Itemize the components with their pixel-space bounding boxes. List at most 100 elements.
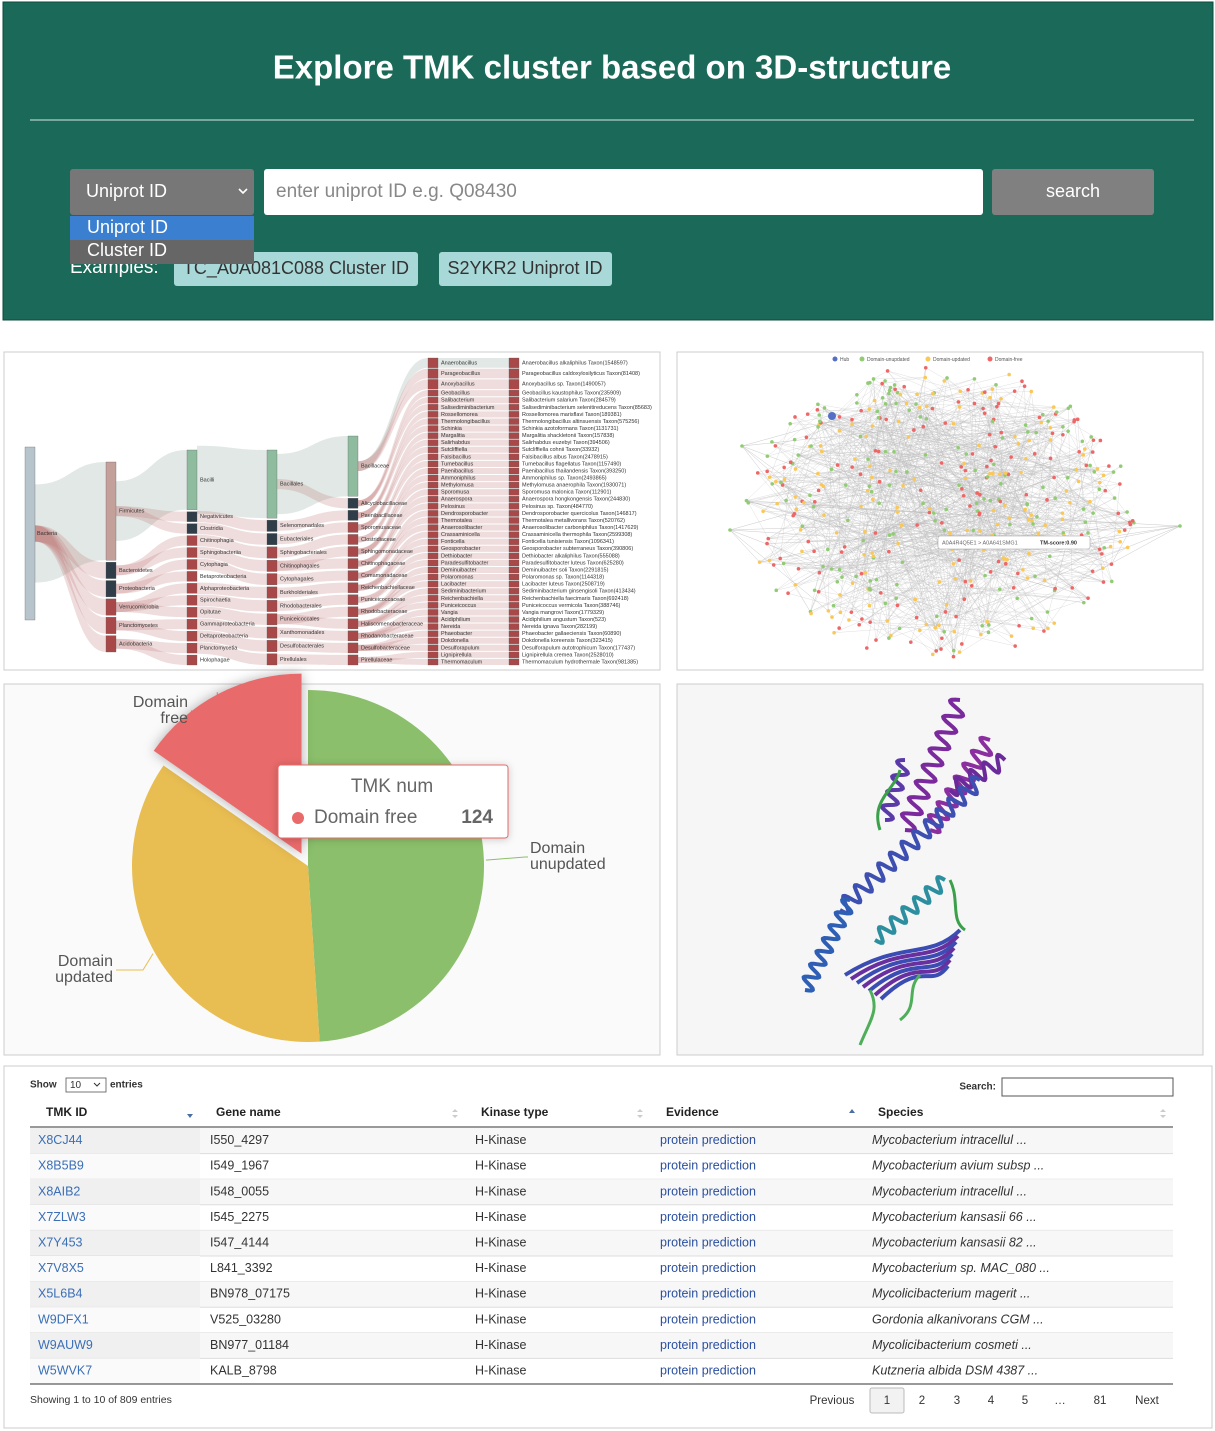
network-node: [793, 495, 798, 499]
cell-link[interactable]: W5WVK7: [38, 1363, 92, 1377]
cell-link[interactable]: X8B5B9: [38, 1159, 84, 1173]
cell-link[interactable]: protein prediction: [660, 1338, 756, 1352]
sankey-node-label: Gammaproteobacteria: [200, 622, 256, 628]
cell-link[interactable]: protein prediction: [660, 1133, 756, 1147]
page-length-select[interactable]: [65, 1077, 107, 1093]
network-node: [809, 611, 813, 616]
search-input[interactable]: [264, 169, 983, 215]
cell-link[interactable]: protein prediction: [660, 1261, 756, 1275]
dropdown-option-bg[interactable]: [70, 240, 254, 264]
network-edge: [870, 546, 1111, 591]
sankey-node-label: Sphingobacteriales: [280, 550, 327, 556]
network-node: [1009, 634, 1014, 638]
sankey-node: [186, 642, 198, 654]
page-link[interactable]: 5: [1022, 1395, 1028, 1407]
cell-link[interactable]: X7Y453: [38, 1235, 83, 1249]
network-node: [1125, 510, 1129, 514]
sankey-node-label: Thermolongibacillus altinsuensis Taxon(5…: [522, 419, 639, 425]
sankey-flow: [358, 510, 428, 579]
page-link[interactable]: …: [1054, 1395, 1066, 1407]
sankey-node: [508, 432, 520, 439]
cell-link[interactable]: X8CJ44: [38, 1133, 83, 1147]
page-link[interactable]: 2: [919, 1395, 925, 1407]
cell-link[interactable]: protein prediction: [660, 1363, 756, 1377]
network-edge: [836, 532, 1006, 564]
column-header[interactable]: Kinase type: [481, 1105, 549, 1119]
sankey-flow: [438, 397, 509, 404]
network-node: [819, 482, 824, 487]
network-node: [987, 432, 992, 437]
network-node: [1061, 531, 1066, 535]
column-header[interactable]: Evidence: [666, 1105, 719, 1119]
cell-link[interactable]: X7ZLW3: [38, 1210, 86, 1224]
network-node: [1011, 586, 1016, 590]
page-link[interactable]: 81: [1094, 1395, 1107, 1407]
network-node: [791, 513, 795, 518]
sankey-node: [347, 630, 359, 642]
current-page[interactable]: [869, 1387, 905, 1414]
page-link[interactable]: 4: [988, 1395, 995, 1407]
network-edge: [916, 407, 960, 618]
cell-link[interactable]: X5L6B4: [38, 1287, 83, 1301]
cell-link[interactable]: protein prediction: [660, 1210, 756, 1224]
sankey-node: [508, 559, 520, 567]
sankey-node-label: Salirhabdus euzebyi Taxon(394506): [522, 440, 610, 446]
network-node: [945, 376, 949, 380]
network-node: [963, 476, 968, 481]
network-node: [887, 533, 892, 537]
cell-link[interactable]: protein prediction: [660, 1159, 756, 1173]
network-edge: [898, 517, 1010, 544]
beta-strand: [867, 952, 954, 993]
column-header[interactable]: TMK ID: [46, 1105, 88, 1119]
cell-link[interactable]: W9DFX1: [38, 1312, 89, 1326]
select-box[interactable]: [70, 169, 254, 215]
sankey-flow: [116, 638, 187, 654]
network-node: [1107, 464, 1111, 468]
cell-link[interactable]: protein prediction: [660, 1287, 756, 1301]
sankey-node-label: Pirellulaceae: [361, 657, 393, 663]
column-header[interactable]: Gene name: [216, 1105, 281, 1119]
cell-link[interactable]: W9AUW9: [38, 1338, 93, 1352]
network-edge: [1047, 597, 1089, 613]
page-link[interactable]: 3: [954, 1395, 960, 1407]
sankey-node: [266, 586, 278, 599]
network-node: [879, 591, 883, 595]
pie-slice: [153, 673, 302, 854]
sankey-node-label: Schinkia azotoformans Taxon(1131731): [522, 426, 619, 432]
dropdown-option-active[interactable]: [70, 216, 254, 240]
sankey-flow: [277, 558, 348, 571]
network-edge: [887, 547, 1128, 622]
label-line: [191, 692, 219, 712]
table-search-input[interactable]: [1001, 1077, 1174, 1097]
network-edge: [959, 494, 1027, 653]
cell-link[interactable]: X8AIB2: [38, 1184, 80, 1198]
network-node: [918, 488, 923, 493]
network-node: [923, 365, 928, 370]
network-node: [859, 571, 864, 576]
column-header[interactable]: Species: [878, 1105, 924, 1119]
sankey-node-label: Puniceicoccaceae: [361, 597, 405, 603]
network-node: [957, 405, 962, 409]
cell-link[interactable]: protein prediction: [660, 1235, 756, 1249]
network-edge: [913, 419, 1078, 431]
network-node: [985, 464, 989, 469]
page-link[interactable]: Previous: [810, 1395, 855, 1407]
search-button[interactable]: [992, 169, 1154, 215]
network-node: [873, 531, 878, 535]
network-edge: [860, 394, 901, 437]
network-node: [816, 488, 821, 493]
example-button[interactable]: [439, 252, 612, 286]
sankey-flow: [358, 531, 428, 591]
network-node: [830, 615, 834, 619]
network-node: [858, 434, 863, 439]
page-link[interactable]: Next: [1135, 1395, 1159, 1407]
network-node: [1118, 482, 1122, 486]
page-link[interactable]: 1: [884, 1395, 890, 1407]
network-node: [866, 381, 870, 385]
cell-link[interactable]: protein prediction: [660, 1312, 756, 1326]
network-node: [870, 551, 874, 555]
sankey-node: [508, 489, 520, 496]
cell-link[interactable]: X7V8X5: [38, 1261, 84, 1275]
cell-link[interactable]: protein prediction: [660, 1184, 756, 1198]
network-edge: [776, 549, 828, 591]
